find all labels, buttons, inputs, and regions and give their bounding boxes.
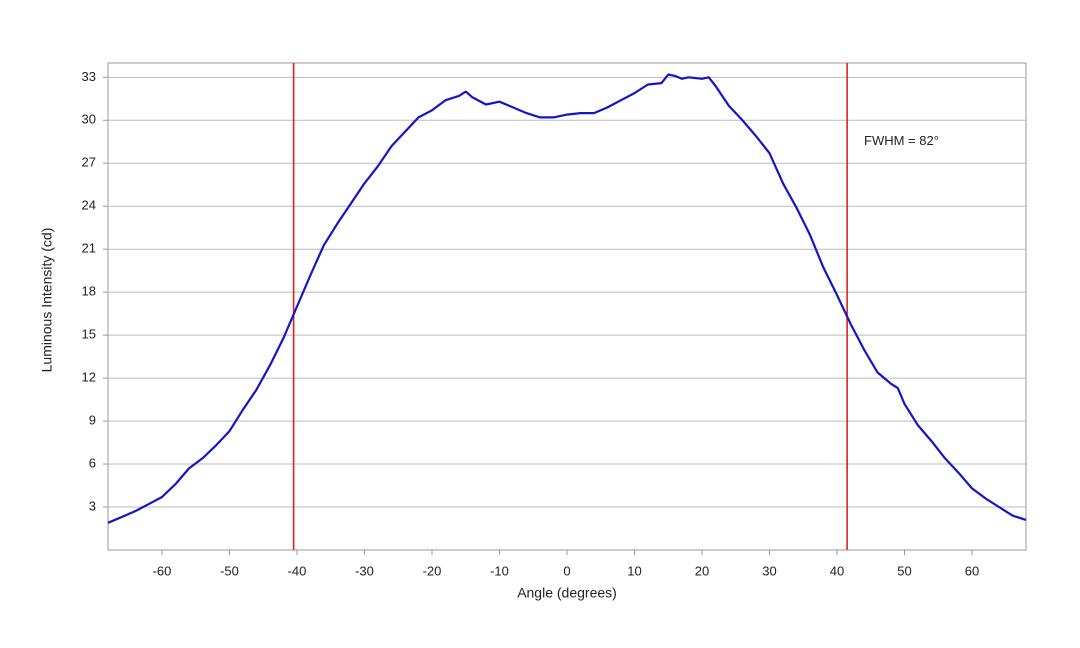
x-tick-label: -50	[220, 563, 239, 578]
x-tick-label: 50	[897, 563, 911, 578]
x-tick-label: 20	[695, 563, 709, 578]
y-tick-label: 33	[82, 69, 96, 84]
y-tick-label: 9	[89, 413, 96, 428]
x-tick-label: -20	[423, 563, 442, 578]
y-tick-label: 30	[82, 112, 96, 127]
x-axis-label: Angle (degrees)	[517, 585, 617, 601]
y-tick-label: 27	[82, 155, 96, 170]
y-tick-label: 21	[82, 241, 96, 256]
x-tick-label: 0	[563, 563, 570, 578]
y-axis-label: Luminous Intensity (cd)	[39, 228, 55, 373]
y-tick-label: 3	[89, 498, 96, 513]
x-tick-label: -40	[288, 563, 307, 578]
y-tick-label: 6	[89, 455, 96, 470]
x-tick-label: 30	[762, 563, 776, 578]
data-line	[107, 73, 1027, 524]
y-tick-label: 24	[82, 198, 96, 213]
plot-area	[107, 62, 1027, 551]
x-tick-label: -60	[153, 563, 172, 578]
y-tick-label: 15	[82, 327, 96, 342]
x-tick-label: -10	[490, 563, 509, 578]
y-tick-label: 18	[82, 284, 96, 299]
y-tick-label: 12	[82, 370, 96, 385]
x-tick-label: -30	[355, 563, 374, 578]
x-tick-label: 40	[830, 563, 844, 578]
x-tick-label: 60	[965, 563, 979, 578]
x-tick-label: 10	[627, 563, 641, 578]
annotation: FWHM = 82°	[864, 133, 939, 148]
